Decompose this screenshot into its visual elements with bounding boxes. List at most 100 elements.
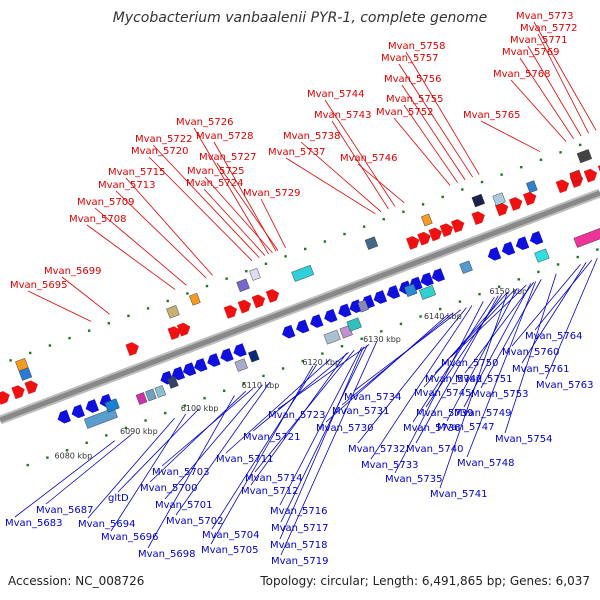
- tick-dot: [46, 456, 49, 459]
- forward-gene-arrow: [223, 305, 238, 319]
- label-leader-line: [439, 291, 508, 489]
- reverse-gene-arrow: [529, 231, 544, 245]
- bottom-gene-label: Mvan_5747: [437, 422, 494, 433]
- reverse-gene-arrow: [57, 409, 71, 424]
- tick-dot: [321, 352, 324, 355]
- label-leader-line: [87, 417, 175, 519]
- tick-dot: [242, 382, 246, 385]
- tick-dot: [402, 210, 405, 213]
- label-leader-line: [14, 440, 116, 518]
- tick-dot: [205, 284, 209, 288]
- label-leader-line: [545, 257, 598, 380]
- forward-gene-arrow: [265, 289, 280, 303]
- top-gene-label: Mvan_5772: [520, 23, 577, 34]
- bottom-gene-label: Mvan_5703: [152, 467, 209, 478]
- bottom-gene-label: Mvan_5754: [495, 434, 552, 445]
- tick-dot: [556, 263, 560, 266]
- reverse-gene-arrow: [515, 236, 530, 251]
- reverse-gene-arrow: [487, 246, 502, 261]
- forward-gene-arrow: [0, 391, 10, 405]
- tick-dot: [439, 307, 442, 311]
- tick-dot: [360, 337, 363, 340]
- label-leader-line: [480, 120, 541, 152]
- label-leader-line: [480, 279, 542, 389]
- bottom-gene-label: Mvan_5716: [270, 506, 327, 517]
- forward-gene-arrow: [24, 380, 38, 395]
- label-leader-line: [117, 408, 200, 493]
- bottom-gene-label: Mvan_5702: [166, 516, 223, 527]
- gene-feature-box: [471, 193, 485, 208]
- bottom-gene-label: Mvan_5735: [385, 474, 442, 485]
- label-leader-line: [86, 224, 176, 290]
- scale-tick-label: 6110 kbp: [242, 381, 280, 390]
- reverse-gene-arrow: [220, 348, 234, 362]
- forward-gene-arrow: [522, 191, 537, 206]
- top-gene-label: Mvan_5755: [386, 94, 443, 105]
- label-leader-line: [415, 295, 499, 444]
- tick-dot: [284, 255, 287, 258]
- bottom-gene-label: Mvan_5745: [414, 388, 471, 399]
- forward-gene-arrow: [125, 342, 139, 356]
- tick-dot: [500, 173, 503, 176]
- top-gene-label: Mvan_5757: [381, 53, 438, 64]
- gene-feature-box: [248, 349, 260, 363]
- tick-dot: [399, 322, 403, 326]
- label-leader-line: [324, 99, 396, 207]
- gene-feature-box: [15, 357, 29, 372]
- top-gene-label: Mvan_5715: [108, 167, 165, 178]
- label-leader-line: [285, 157, 376, 215]
- top-gene-label: Mvan_5744: [307, 89, 364, 100]
- tick-dot: [183, 404, 187, 407]
- label-leader-line: [466, 281, 537, 458]
- bottom-gene-label: Mvan_5700: [140, 483, 197, 494]
- label-leader-line: [357, 307, 467, 444]
- tick-dot: [578, 143, 582, 147]
- top-gene-label: Mvan_5725: [187, 166, 244, 177]
- reverse-gene-arrow: [296, 319, 310, 334]
- tick-dot: [87, 329, 91, 332]
- label-leader-line: [125, 177, 213, 276]
- reverse-gene-arrow: [324, 308, 338, 323]
- tick-dot: [539, 158, 543, 161]
- bottom-gene-label: Mvan_5761: [512, 364, 569, 375]
- top-gene-label: Mvan_5752: [376, 107, 433, 118]
- gene-feature-box: [83, 407, 118, 429]
- bottom-gene-label: Mvan_5731: [332, 406, 389, 417]
- tick-dot: [48, 344, 52, 347]
- tick-dot: [107, 322, 111, 325]
- forward-gene-arrow: [494, 202, 509, 217]
- top-gene-label: Mvan_5724: [186, 178, 243, 189]
- tick-dot: [380, 330, 383, 333]
- bottom-gene-label: gltD: [108, 493, 129, 504]
- bottom-gene-label: Mvan_5687: [36, 505, 93, 516]
- tick-dot: [144, 419, 147, 422]
- gene-feature-box: [167, 376, 179, 389]
- gene-feature-box: [526, 180, 538, 194]
- bottom-gene-label: Mvan_5753: [471, 389, 528, 400]
- gene-feature-box: [576, 149, 593, 164]
- label-leader-line: [147, 395, 235, 549]
- gene-feature-box: [364, 236, 379, 250]
- bottom-gene-label: Mvan_5694: [78, 519, 135, 530]
- reverse-gene-arrow: [194, 358, 208, 372]
- tick-dot: [323, 240, 327, 243]
- forward-gene-arrow: [471, 211, 485, 226]
- bottom-gene-label: Mvan_5730: [316, 423, 373, 434]
- top-gene-label: Mvan_5726: [176, 117, 233, 128]
- bottom-gene-label: Mvan_5764: [525, 331, 582, 342]
- tick-dot: [26, 463, 29, 467]
- reverse-gene-arrow: [338, 303, 352, 318]
- top-gene-label: Mvan_5713: [98, 180, 155, 191]
- gene-feature-box: [459, 260, 473, 274]
- top-gene-label: Mvan_5695: [10, 280, 67, 291]
- summary-text: Topology: circular; Length: 6,491,865 bp…: [260, 574, 590, 588]
- tick-dot: [362, 225, 366, 228]
- tick-dot: [85, 441, 88, 445]
- tick-dot: [478, 292, 481, 296]
- reverse-gene-arrow: [85, 399, 99, 413]
- accession-text: Accession: NC_008726: [8, 574, 145, 588]
- label-leader-line: [510, 79, 567, 142]
- tick-dot: [596, 248, 599, 251]
- forward-gene-arrow: [417, 231, 431, 246]
- label-leader-line: [27, 290, 92, 322]
